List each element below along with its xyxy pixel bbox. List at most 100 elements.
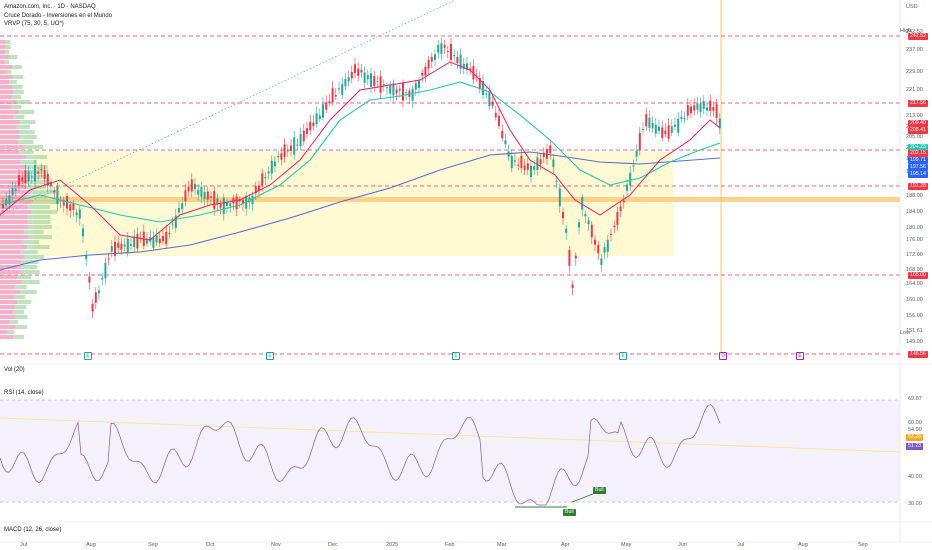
candle-body <box>603 247 606 253</box>
candle-body <box>264 177 267 179</box>
macd-pane-label[interactable]: MACD (12, 26, close) <box>4 527 62 533</box>
volume-profile-bar-buy <box>20 250 38 254</box>
earnings-marker-icon[interactable]: E <box>619 352 627 360</box>
candle-body <box>443 45 446 48</box>
symbol-title[interactable]: Amazon.com, Inc. · 1D · NASDAQ <box>4 4 96 10</box>
candle-body <box>709 100 712 111</box>
indicator-vrvp[interactable]: VRVP (75, 30, 5, UO*) <box>4 21 64 27</box>
volume-profile-bar-buy <box>16 125 30 129</box>
candle-body <box>299 134 302 146</box>
volume-profile-bar-buy <box>12 85 23 89</box>
candle-body <box>34 164 36 182</box>
volume-profile-bar-buy <box>21 270 40 274</box>
volume-profile-bar-sell <box>0 175 26 179</box>
earnings-marker-icon[interactable]: E <box>84 352 92 360</box>
candle-body <box>411 88 414 101</box>
candle-body <box>37 171 40 174</box>
candle-body <box>578 222 580 228</box>
candle-body <box>562 212 564 219</box>
candle-body <box>706 107 708 111</box>
candle-body <box>414 83 417 90</box>
candle-body <box>494 112 497 118</box>
volume-profile-bar-sell <box>0 245 28 249</box>
candle-body <box>72 203 75 210</box>
candle-body <box>459 54 462 69</box>
dividend-marker-icon[interactable]: D <box>719 352 727 360</box>
volume-pane-label[interactable]: Vol (20) <box>4 367 25 373</box>
volume-profile-bar-buy <box>19 130 35 134</box>
candle-body <box>626 184 628 191</box>
price-tag: 242.52 <box>908 33 928 40</box>
volume-profile-bar-buy <box>7 330 15 334</box>
volume-profile-bar-buy <box>23 145 44 149</box>
candle-body <box>181 203 184 210</box>
candle-body <box>539 159 542 165</box>
price-tag: 204.23 <box>908 144 928 151</box>
price-axis-label: 176.00 <box>906 237 923 243</box>
volume-profile-bar-sell <box>0 205 28 209</box>
volume-profile-bar-sell <box>0 100 17 104</box>
volume-profile-bar-sell <box>0 120 20 124</box>
rsi-pane-label[interactable]: RSI (14, close) <box>4 390 44 396</box>
volume-profile-bar-sell <box>0 290 21 294</box>
candle-body <box>126 238 129 253</box>
sma-long-line <box>0 151 721 271</box>
volume-profile-bar-buy <box>18 150 34 154</box>
candle-body <box>456 56 459 64</box>
candle-body <box>53 190 56 193</box>
candle-body <box>354 64 356 73</box>
indicator-golden-cross[interactable]: Cruce Dorado - Inversiones en el Mundo <box>4 12 113 19</box>
low-label: Low <box>900 330 911 336</box>
candle-body <box>526 163 529 170</box>
earnings-marker-icon[interactable]: E <box>796 352 804 360</box>
candle-body <box>242 200 244 204</box>
candle-body <box>274 161 276 167</box>
candle-body <box>514 160 516 162</box>
candle-body <box>213 191 216 209</box>
price-tag: 197.56 <box>908 164 928 171</box>
candle-body <box>552 159 555 168</box>
candle-body <box>645 114 648 127</box>
volume-profile-bar-sell <box>0 125 17 129</box>
time-axis-label: Jul <box>737 542 745 548</box>
price-tag: 199.71 <box>908 157 928 164</box>
volume-profile-bar-buy <box>11 95 22 99</box>
candle-body <box>613 225 616 227</box>
candle-body <box>11 188 14 196</box>
volume-profile-bar-sell <box>0 295 14 299</box>
candle-body <box>418 80 420 88</box>
candle-body <box>699 103 702 113</box>
price-axis[interactable]: 242.52237.00229.00221.00213.00209.00205.… <box>900 0 932 360</box>
candle-body <box>501 130 504 139</box>
candle-body <box>286 150 289 152</box>
orange-band <box>0 197 900 202</box>
earnings-marker-icon[interactable]: E <box>266 352 274 360</box>
chart-legend[interactable]: Amazon.com, Inc. · 1D · NASDAQ Cruce Dor… <box>4 3 112 29</box>
price-axis-label: 184.00 <box>906 209 923 215</box>
candle-body <box>421 72 424 76</box>
candle-body <box>130 244 132 246</box>
price-tag: 146.56 <box>908 351 928 358</box>
candle-body <box>571 284 574 289</box>
time-axis-label: Apr <box>561 542 570 548</box>
candle-body <box>341 84 344 95</box>
price-tag: 208.41 <box>908 127 928 134</box>
candle-body <box>696 103 699 110</box>
candle-body <box>430 57 433 62</box>
rsi-axis-label: 54.90 <box>908 427 922 433</box>
candle-body <box>437 45 440 53</box>
volume-profile-bar-sell <box>0 325 15 329</box>
volume-profile-bar-sell <box>0 155 26 159</box>
price-tag: 217.56 <box>908 100 928 107</box>
candle-body <box>542 152 545 158</box>
time-axis[interactable]: Jul Aug Sep Oct Nov Dec 2025 Feb Mar Apr May Jun Jul… <box>0 542 900 550</box>
candle-body <box>162 235 164 242</box>
earnings-marker-icon[interactable]: E <box>452 352 460 360</box>
volume-profile-bar-buy <box>28 225 52 229</box>
candle-body <box>405 92 408 94</box>
candle-body <box>549 145 552 154</box>
candle-body <box>277 155 280 158</box>
volume-profile-bar-buy <box>11 65 22 69</box>
candle-body <box>382 84 385 86</box>
